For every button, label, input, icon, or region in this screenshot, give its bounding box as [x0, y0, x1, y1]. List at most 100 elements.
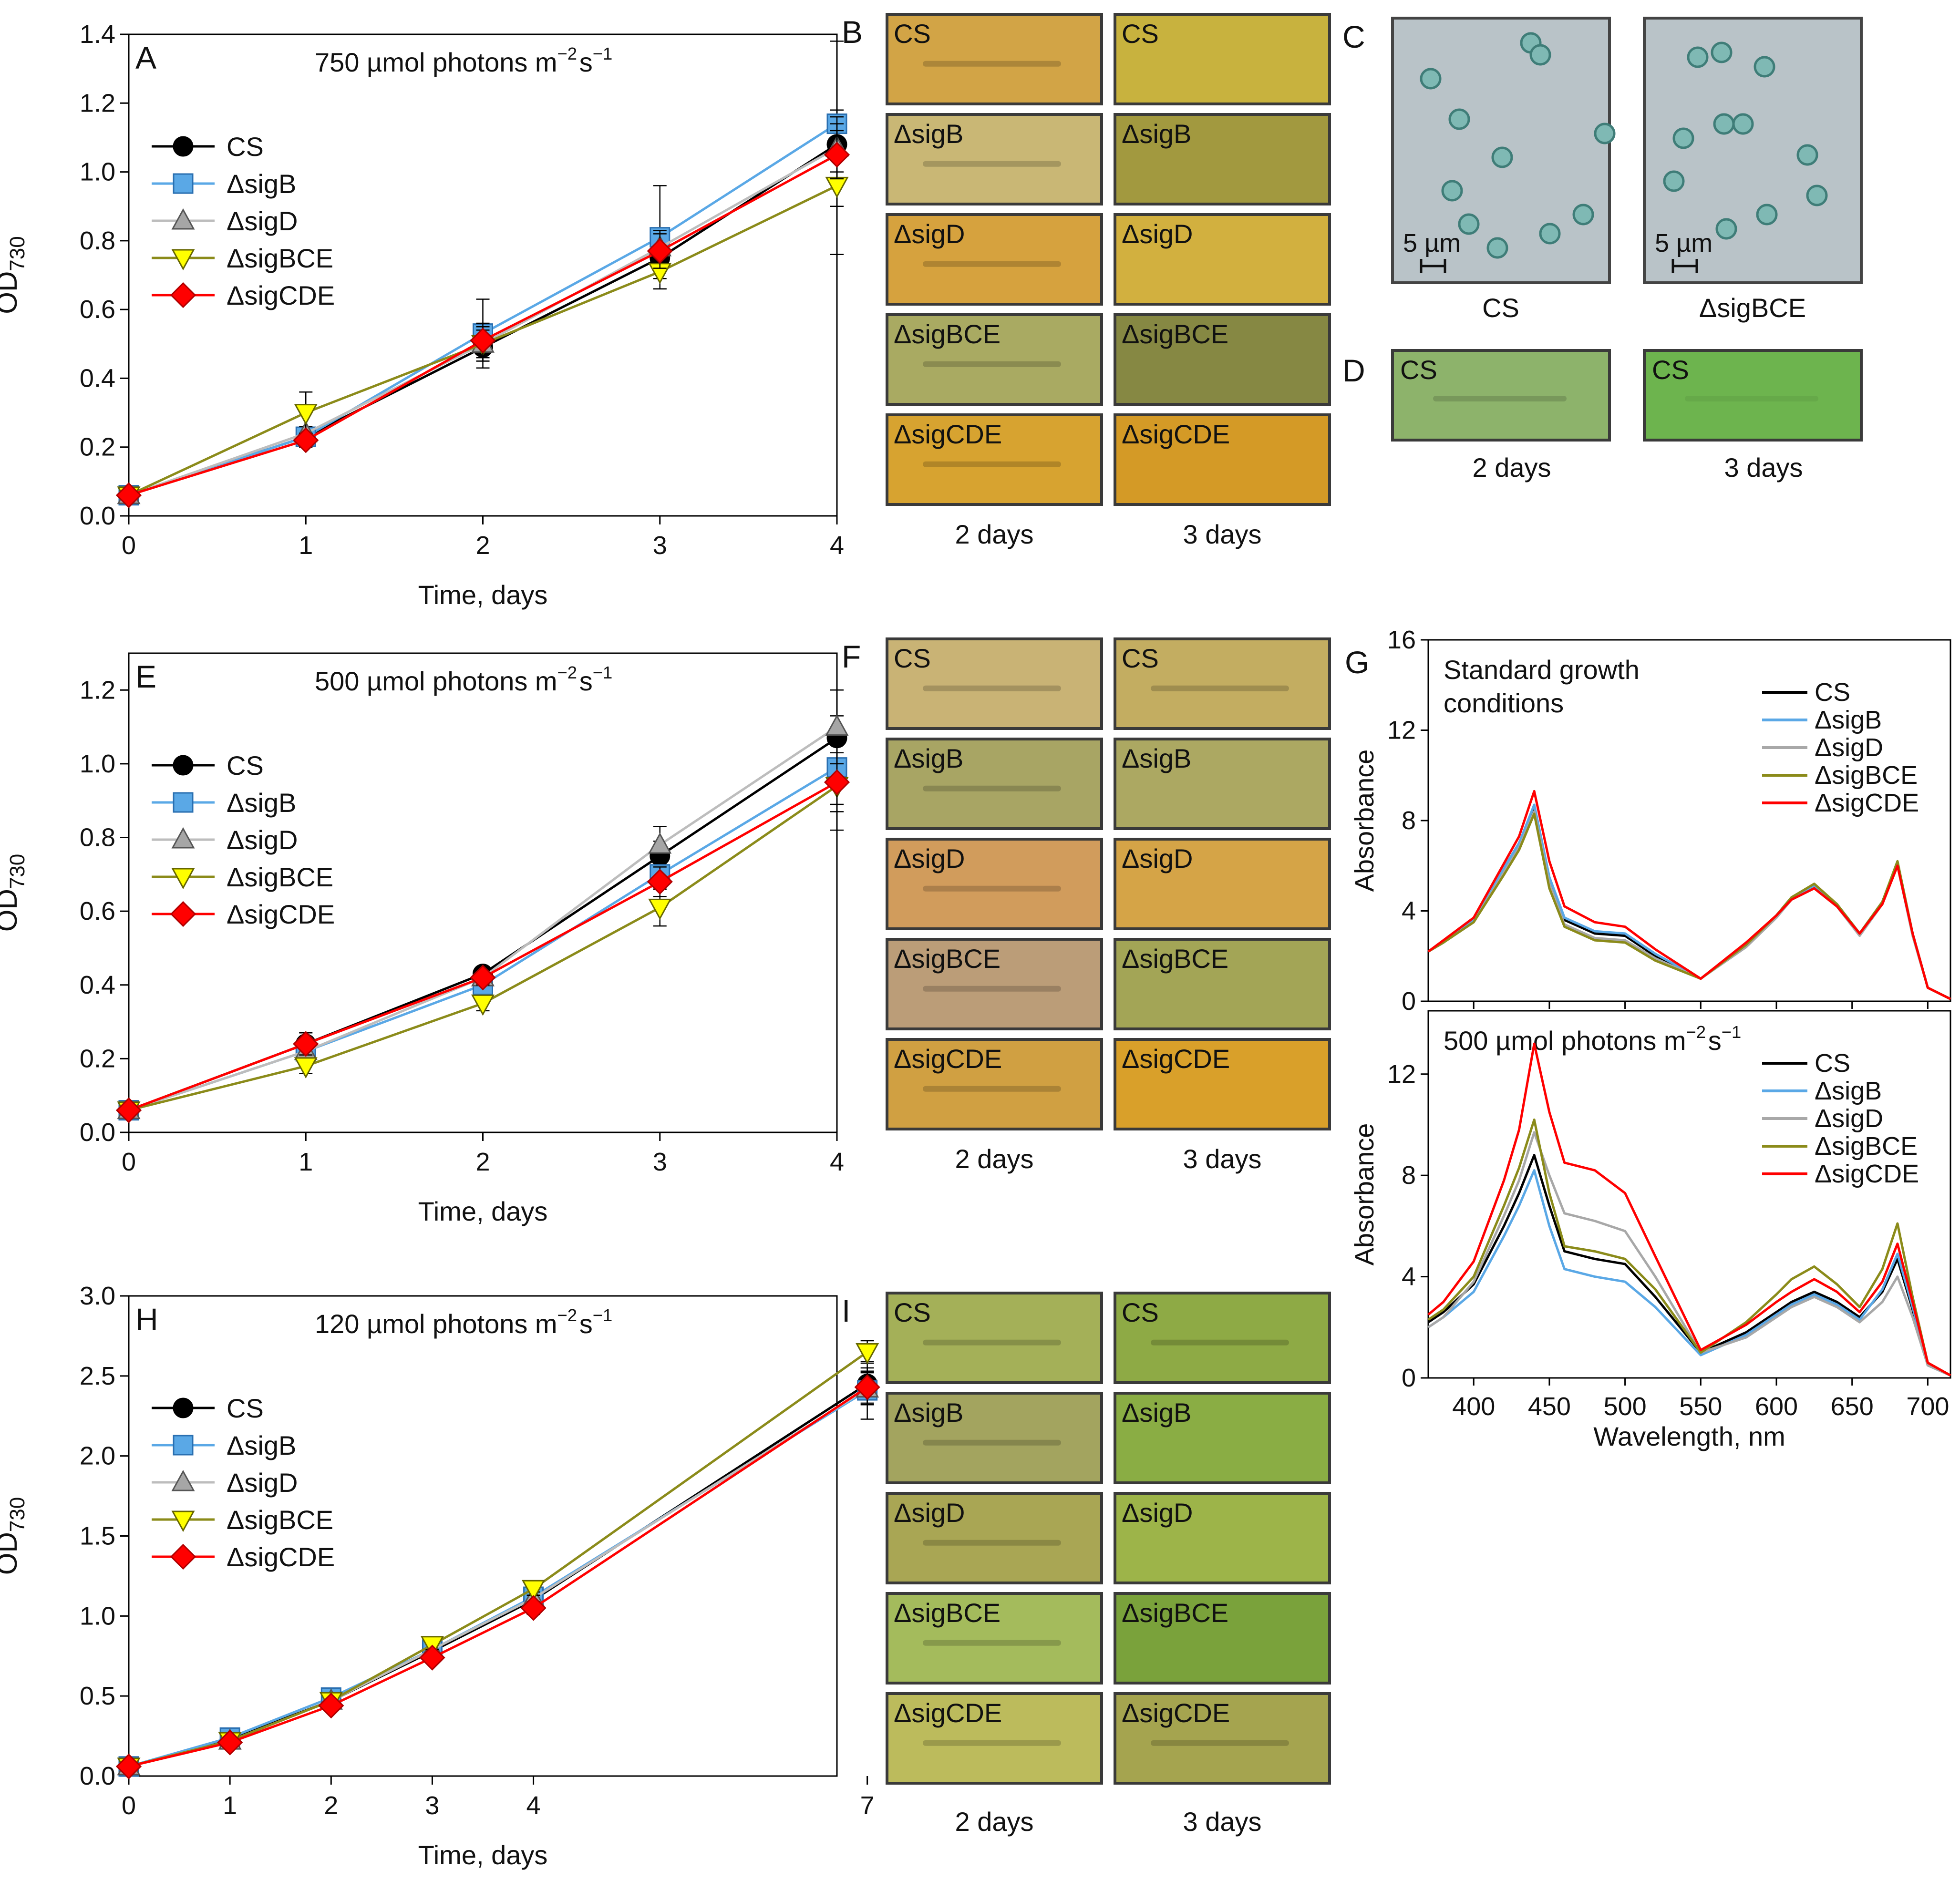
strain-label: ΔsigD [1122, 219, 1193, 249]
y-tick-label: 0.4 [80, 971, 115, 999]
light-intensity-annotation: 500 µmol photons m−2 s−1 [315, 663, 615, 696]
y-tick-label: 1.4 [80, 20, 115, 49]
legend-marker [170, 1543, 196, 1570]
photo-panel-i: I CS ΔsigB ΔsigD ΔsigBCE ΔsigCDE 2 days CS ΔsigB… [842, 1292, 1331, 1837]
strain-label: ΔsigBCE [894, 319, 1001, 349]
well-delta-sigcde: ΔsigCDE [1114, 1038, 1331, 1130]
well-3-days: CS 3 days [1643, 349, 1863, 483]
strain-label: ΔsigBCE [894, 1598, 1001, 1628]
x-tick-label: 600 [1755, 1392, 1798, 1421]
well-cs: CS [886, 1292, 1103, 1384]
colony-streak [1151, 1740, 1289, 1746]
well-photo [1114, 637, 1331, 730]
well-photo [1114, 938, 1331, 1030]
y-axis-title: OD730 [0, 236, 29, 314]
x-tick-label: 700 [1906, 1392, 1949, 1421]
strain-label: CS [894, 643, 931, 673]
legend-label: ΔsigCDE [227, 899, 335, 929]
cell [1756, 204, 1778, 226]
colony-streak [923, 1640, 1061, 1646]
y-tick-label: 0.2 [80, 1044, 115, 1073]
data-point [471, 994, 495, 1016]
light-intensity-annotation: 500 µmol photons m−2 s−1 [1444, 1022, 1743, 1056]
cell [1672, 127, 1694, 149]
legend-label: ΔsigCDE [1815, 1160, 1919, 1188]
colony-streak [923, 261, 1061, 267]
panel-label: C [1342, 19, 1365, 54]
well-photo [1114, 1592, 1331, 1685]
data-point [825, 714, 849, 736]
well-photo [886, 1692, 1103, 1785]
strain-label: ΔsigCDE [894, 1698, 1002, 1728]
legend-label: ΔsigBCE [227, 243, 333, 273]
strain-label: ΔsigCDE [894, 419, 1002, 449]
colony-streak [923, 1086, 1061, 1092]
well-delta-sigb: ΔsigB [886, 113, 1103, 205]
x-tick-label: 4 [830, 531, 844, 560]
chart-g-absorbance-500: 400 450 500 550 600 650 700 0 4 8 12 Wavelength, nm… [1349, 1010, 1951, 1451]
y-tick-label: 0.5 [80, 1682, 115, 1710]
x-tick-label: 3 [653, 531, 667, 560]
well-cs: CS [1114, 13, 1331, 105]
legend-marker [171, 249, 195, 271]
legend-label: CS [1815, 678, 1850, 707]
strain-label: ΔsigBCE [1122, 944, 1228, 974]
legend-label: ΔsigD [1815, 733, 1883, 762]
y-tick-label: 0 [1402, 1364, 1416, 1392]
y-tick-label: 2.0 [80, 1442, 115, 1470]
legend-label: ΔsigBCE [1815, 761, 1918, 790]
day-caption: 3 days [1183, 519, 1262, 549]
y-tick-label: 0.0 [80, 502, 115, 530]
well-delta-sigcde: ΔsigCDE [1114, 1692, 1331, 1785]
series-line [128, 766, 838, 1111]
strain-label: CS [1652, 355, 1689, 385]
y-tick-label: 12 [1387, 1060, 1416, 1089]
strain-label: CS [894, 19, 931, 49]
y-tick-label: 0.8 [80, 823, 115, 852]
day-caption: 2 days [1473, 452, 1551, 483]
legend-label: CS [1815, 1049, 1850, 1078]
y-axis-title: Absorbance [1349, 1123, 1379, 1266]
cell [1713, 113, 1735, 135]
y-tick-label: 0.0 [80, 1118, 115, 1147]
legend-marker [170, 282, 196, 308]
spectrum-delta-sigcde [1427, 790, 1951, 1000]
y-tick-label: 12 [1387, 716, 1416, 745]
plot-frame [128, 33, 838, 517]
y-tick-label: 8 [1402, 1161, 1416, 1190]
cell [1732, 113, 1754, 135]
y-tick-label: 0 [1402, 987, 1416, 1016]
y-tick-label: 1.0 [80, 1602, 115, 1630]
data-point [318, 1693, 344, 1719]
y-tick-label: 4 [1402, 897, 1416, 925]
well-photo [886, 13, 1103, 105]
legend-label: ΔsigCDE [227, 1542, 335, 1572]
data-point [520, 1595, 547, 1621]
legend-marker [171, 1510, 195, 1532]
data-point [825, 176, 849, 198]
cell [1529, 44, 1551, 66]
strain-label: ΔsigBCE [1122, 1598, 1228, 1628]
well-delta-sigbce: ΔsigBCE [1114, 938, 1331, 1030]
x-tick-label: 0 [122, 1148, 136, 1176]
legend-marker [173, 173, 194, 194]
y-tick-label: 3.0 [80, 1282, 115, 1310]
cell [1711, 41, 1733, 63]
x-tick-label: 0 [122, 1791, 136, 1820]
day-caption: 3 days [1183, 1144, 1262, 1174]
data-point [648, 832, 672, 854]
well-photo [886, 838, 1103, 930]
micrograph-caption: ΔsigBCE [1699, 293, 1806, 323]
data-point [115, 1097, 142, 1123]
well-photo [1114, 1492, 1331, 1584]
legend-marker [173, 755, 194, 776]
strain-label: ΔsigCDE [1122, 1698, 1230, 1728]
legend-label: ΔsigD [227, 825, 298, 855]
panel-label: A [135, 40, 156, 75]
well-photo [1114, 213, 1331, 306]
legend-label: ΔsigCDE [1815, 789, 1919, 817]
well-delta-sigbce: ΔsigBCE [1114, 313, 1331, 406]
x-tick-label: 4 [526, 1791, 541, 1820]
day-caption: 3 days [1183, 1807, 1262, 1837]
